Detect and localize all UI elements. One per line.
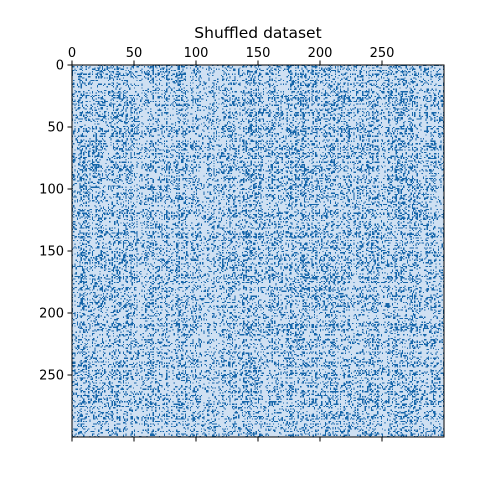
- x-tick-label: 100: [184, 46, 209, 61]
- x-tick-label: 0: [68, 46, 76, 61]
- y-axis-left: 0 50 100 150 200 250: [39, 59, 72, 384]
- y-tick-label: 250: [39, 369, 64, 384]
- x-tick-label: 150: [246, 46, 271, 61]
- plot-area: [71, 64, 445, 438]
- x-tick-label: 50: [126, 46, 143, 61]
- y-tick-label: 150: [39, 245, 64, 260]
- y-tick-label: 50: [47, 121, 64, 136]
- y-tick-label: 100: [39, 183, 64, 198]
- chart-title: Shuffled dataset: [194, 24, 321, 42]
- y-tick-label: 200: [39, 307, 64, 322]
- x-tick-label: 250: [370, 46, 395, 61]
- heatmap-cells: [72, 65, 444, 437]
- y-tick-label: 0: [56, 59, 64, 74]
- x-tick-label: 200: [308, 46, 333, 61]
- x-axis-top: 0 50 100 150 200 250: [68, 46, 395, 65]
- x-axis-bottom: [71, 437, 383, 442]
